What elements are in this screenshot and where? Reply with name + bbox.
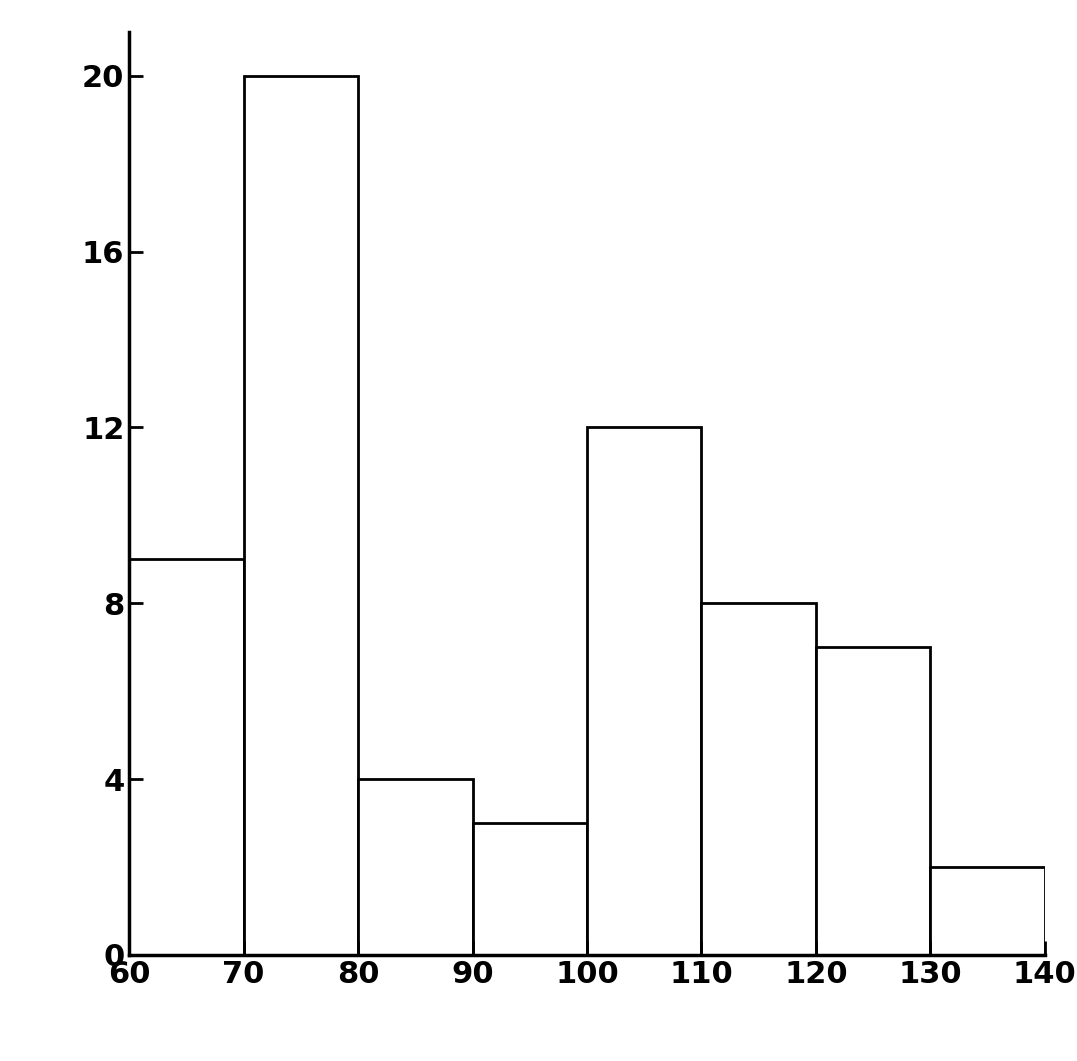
Bar xyxy=(587,428,701,955)
Bar xyxy=(359,779,473,955)
Bar xyxy=(243,75,359,955)
Bar xyxy=(931,867,1045,955)
Bar xyxy=(701,604,816,955)
Bar xyxy=(816,647,931,955)
Bar xyxy=(473,823,587,955)
Bar xyxy=(129,559,243,955)
